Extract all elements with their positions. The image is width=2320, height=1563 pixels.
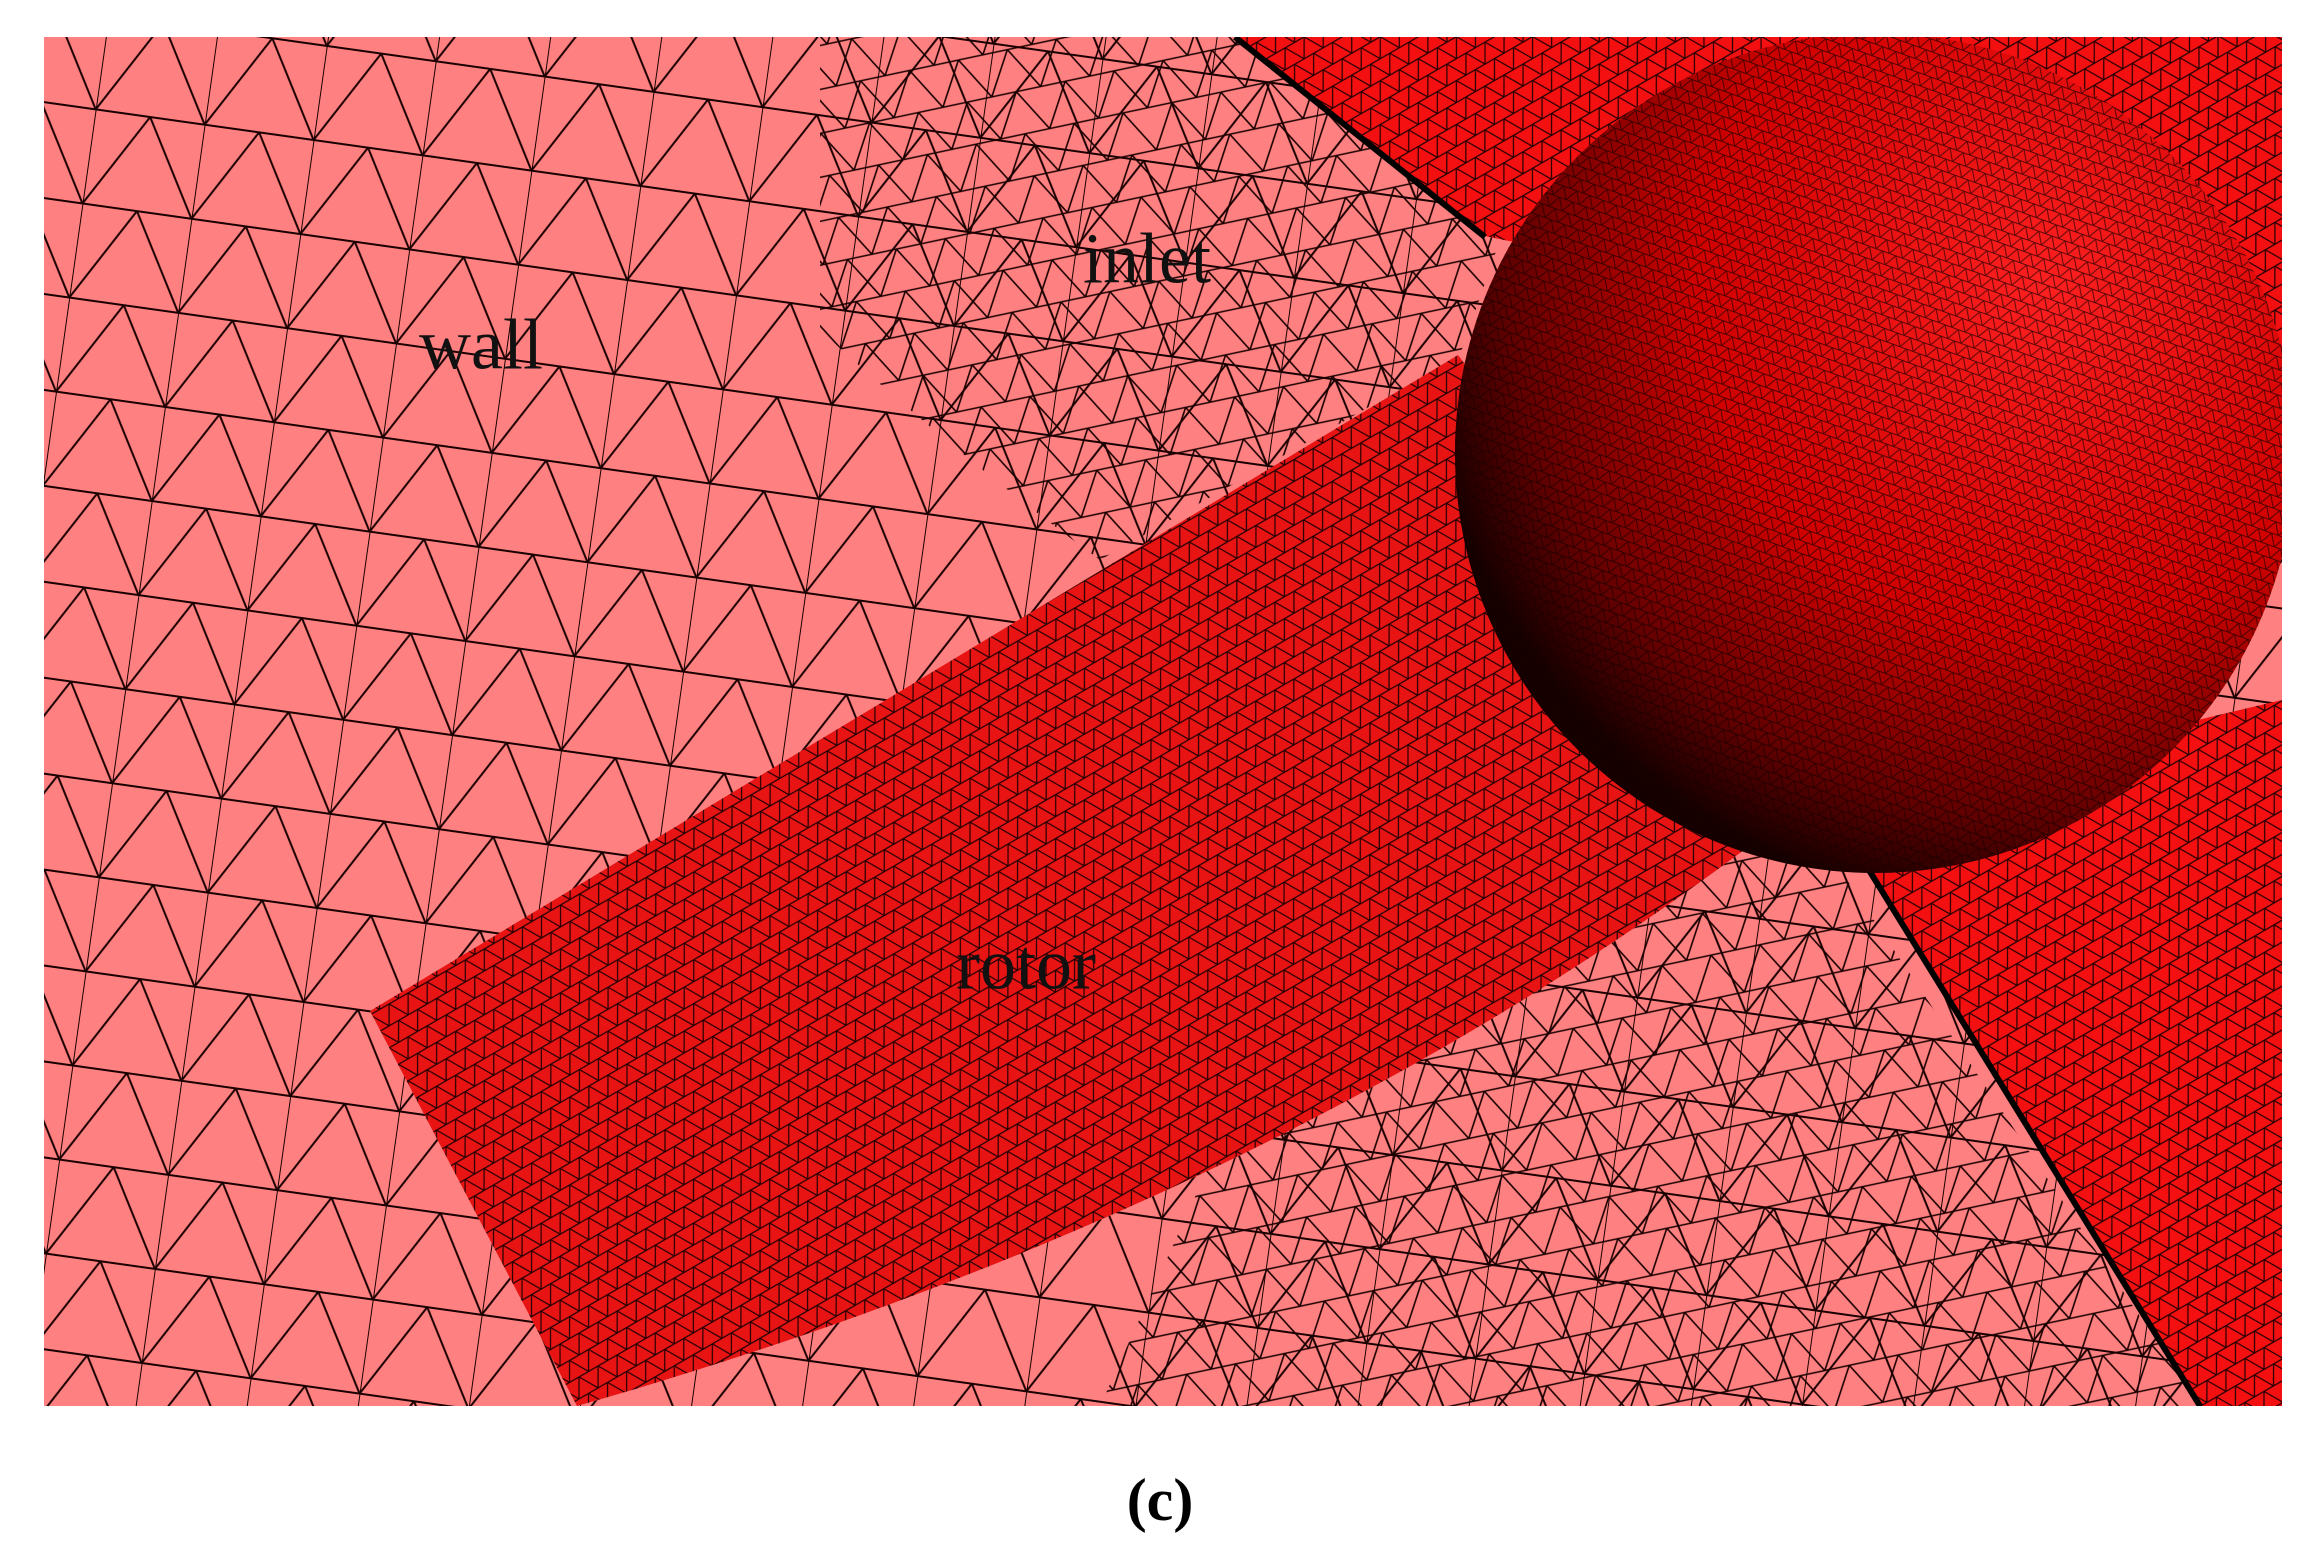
- caption: (c): [1127, 1467, 1194, 1533]
- wall-label: wall: [419, 305, 543, 385]
- mesh-view: [44, 37, 2282, 1406]
- rotor-label: rotor: [956, 925, 1096, 1005]
- inlet-label: inlet: [1083, 219, 1211, 299]
